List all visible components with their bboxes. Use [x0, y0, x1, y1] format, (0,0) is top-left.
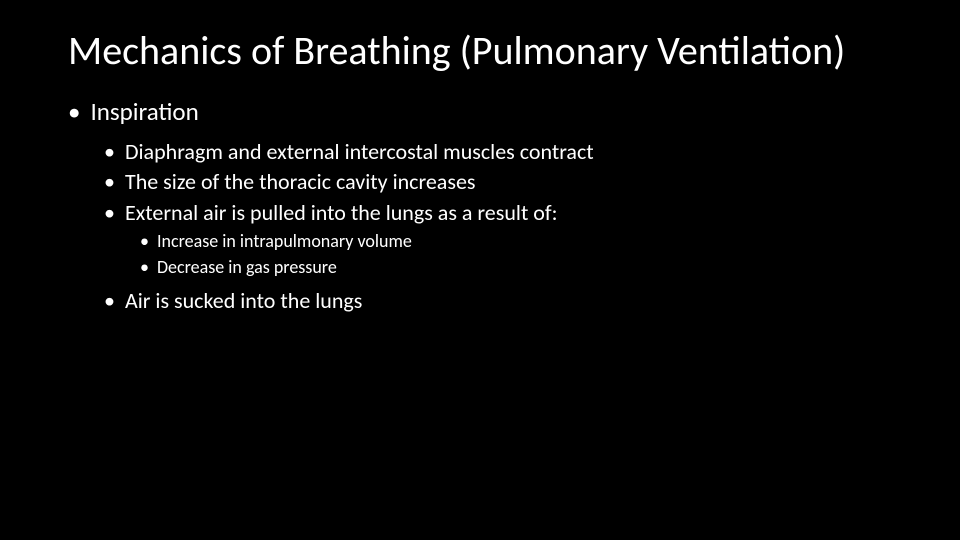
bullet-level2: • The size of the thoracic cavity increa…: [104, 167, 892, 197]
level2-group: • Diaphragm and external intercostal mus…: [104, 137, 892, 317]
bullet-text: The size of the thoracic cavity increase…: [125, 167, 476, 197]
slide-title: Mechanics of Breathing (Pulmonary Ventil…: [68, 28, 892, 74]
bullet-marker: •: [104, 286, 115, 316]
bullet-marker: •: [68, 96, 80, 127]
bullet-level3: • Decrease in gas pressure: [140, 254, 892, 280]
bullet-text: Inspiration: [90, 96, 198, 127]
bullet-marker: •: [104, 198, 115, 228]
bullet-level2: • Air is sucked into the lungs: [104, 286, 892, 316]
level3-group: • Increase in intrapulmonary volume • De…: [140, 228, 892, 280]
bullet-level2: • Diaphragm and external intercostal mus…: [104, 137, 892, 167]
bullet-marker: •: [104, 137, 115, 167]
bullet-marker: •: [140, 228, 149, 254]
slide-container: Mechanics of Breathing (Pulmonary Ventil…: [0, 0, 960, 317]
bullet-level3: • Increase in intrapulmonary volume: [140, 228, 892, 254]
bullet-level1: • Inspiration: [68, 96, 892, 127]
bullet-text: Increase in intrapulmonary volume: [157, 228, 412, 254]
bullet-level2: • External air is pulled into the lungs …: [104, 198, 892, 228]
bullet-marker: •: [140, 254, 149, 280]
bullet-marker: •: [104, 167, 115, 197]
bullet-text: Diaphragm and external intercostal muscl…: [125, 137, 594, 167]
bullet-text: External air is pulled into the lungs as…: [125, 198, 558, 228]
bullet-text: Air is sucked into the lungs: [125, 286, 362, 316]
bullet-text: Decrease in gas pressure: [157, 254, 337, 280]
